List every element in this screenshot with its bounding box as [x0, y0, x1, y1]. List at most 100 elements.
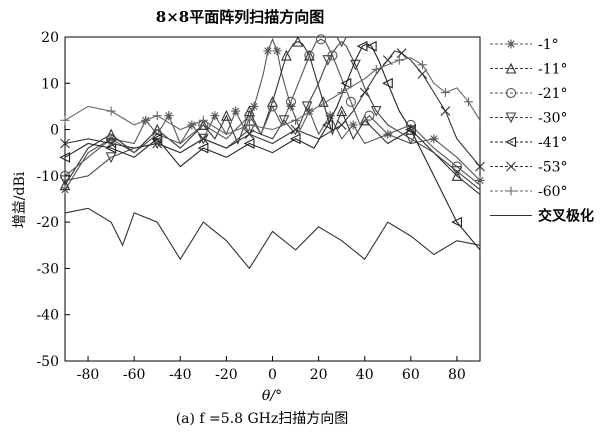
x-tick-label: 20: [310, 367, 328, 383]
figure-caption: (a) f =5.8 GHz扫描方向图: [176, 411, 349, 427]
legend-item: -21°: [490, 86, 568, 102]
series-3: [59, 34, 481, 186]
data-point: [292, 35, 304, 47]
data-point: [396, 48, 407, 59]
data-point: [243, 138, 255, 149]
y-tick-label: -20: [36, 215, 59, 231]
data-point: [382, 77, 393, 89]
x-tick-label: 80: [448, 367, 466, 383]
legend: -1° -11° -21° -30° -41° -53° -60° 交叉极化: [490, 37, 594, 225]
legend-item: -60°: [490, 184, 568, 200]
x-tick-label: 40: [356, 367, 374, 383]
x-tick-label: -80: [77, 367, 100, 383]
data-point: [451, 216, 462, 228]
legend-item: -1°: [490, 37, 559, 53]
data-point: [285, 96, 296, 107]
data-point: [440, 88, 450, 98]
series-2: [59, 35, 481, 195]
series-line: [64, 40, 481, 191]
legend-label: -11°: [538, 62, 568, 78]
data-point: [348, 120, 358, 130]
data-point: [272, 46, 282, 56]
data-point: [340, 77, 352, 89]
x-tick-label: -40: [169, 367, 192, 383]
legend-marker: [506, 186, 516, 196]
plot-frame: [64, 36, 481, 362]
legend-label: -30°: [538, 111, 568, 127]
data-point: [359, 87, 370, 98]
y-axis-label: 增益/dBi: [12, 171, 28, 228]
data-point: [405, 124, 416, 135]
data-point: [198, 133, 209, 144]
legend-item: -41°: [490, 135, 568, 151]
data-point: [263, 46, 273, 56]
legend-label: -53°: [538, 160, 568, 176]
y-tick-label: -10: [36, 169, 59, 185]
x-tick-label: 60: [402, 367, 420, 383]
series-line: [64, 207, 481, 270]
data-point: [249, 101, 259, 111]
data-point: [197, 142, 209, 154]
legend-label: -41°: [538, 135, 568, 151]
data-point: [152, 138, 163, 149]
legend-item: 交叉极化: [490, 208, 594, 225]
data-point: [370, 106, 382, 117]
data-point: [301, 101, 313, 113]
data-point: [280, 49, 292, 61]
legend-marker: [505, 136, 517, 148]
data-point: [220, 109, 232, 121]
data-point: [336, 36, 348, 48]
legend-marker: [505, 87, 517, 99]
data-point: [244, 120, 254, 130]
y-tick-label: 0: [50, 123, 59, 139]
x-tick-label: -20: [215, 367, 238, 383]
data-point: [152, 111, 162, 121]
data-point: [278, 115, 290, 127]
data-point: [151, 133, 163, 145]
data-point: [197, 133, 209, 145]
data-point: [394, 55, 404, 65]
y-tick-label: -50: [36, 354, 59, 370]
series-line: [64, 40, 481, 195]
series-layer: [59, 34, 485, 270]
data-point: [365, 40, 377, 52]
data-point: [417, 69, 428, 79]
series-line: [64, 57, 481, 135]
series-5: [59, 40, 481, 251]
legend-item: -11°: [490, 62, 568, 78]
data-point: [198, 115, 208, 125]
x-axis-label: θ/°: [262, 388, 282, 404]
data-point: [59, 151, 71, 163]
y-tick-label: 10: [41, 76, 59, 92]
data-point: [429, 134, 439, 144]
series-line: [64, 38, 481, 186]
series-4: [59, 36, 481, 191]
data-point: [417, 60, 427, 70]
data-point: [304, 50, 315, 61]
legend-label: -60°: [538, 184, 568, 200]
data-point: [105, 152, 117, 164]
data-point: [291, 115, 301, 125]
data-point: [405, 133, 417, 145]
data-point: [267, 101, 278, 112]
legend-item: -30°: [490, 111, 568, 127]
chart-title: 8×8平面阵列扫描方向图: [156, 8, 324, 26]
data-point: [322, 119, 333, 131]
y-tick-label: -40: [36, 308, 59, 324]
data-point: [59, 179, 71, 191]
data-point: [106, 138, 116, 149]
data-point: [364, 110, 375, 121]
x-tick-label: -60: [123, 367, 146, 383]
series-6: [60, 48, 485, 172]
legend-label: -1°: [538, 37, 559, 53]
data-point: [164, 111, 174, 121]
data-point: [105, 142, 117, 154]
x-axis: -80 -60 -40 -20 0 20 40 60 80: [77, 356, 466, 383]
data-point: [359, 114, 371, 126]
data-point: [463, 97, 473, 107]
data-point: [451, 166, 463, 177]
data-point: [106, 106, 116, 116]
data-point: [304, 106, 314, 116]
data-point: [451, 170, 463, 181]
data-point: [315, 34, 326, 45]
